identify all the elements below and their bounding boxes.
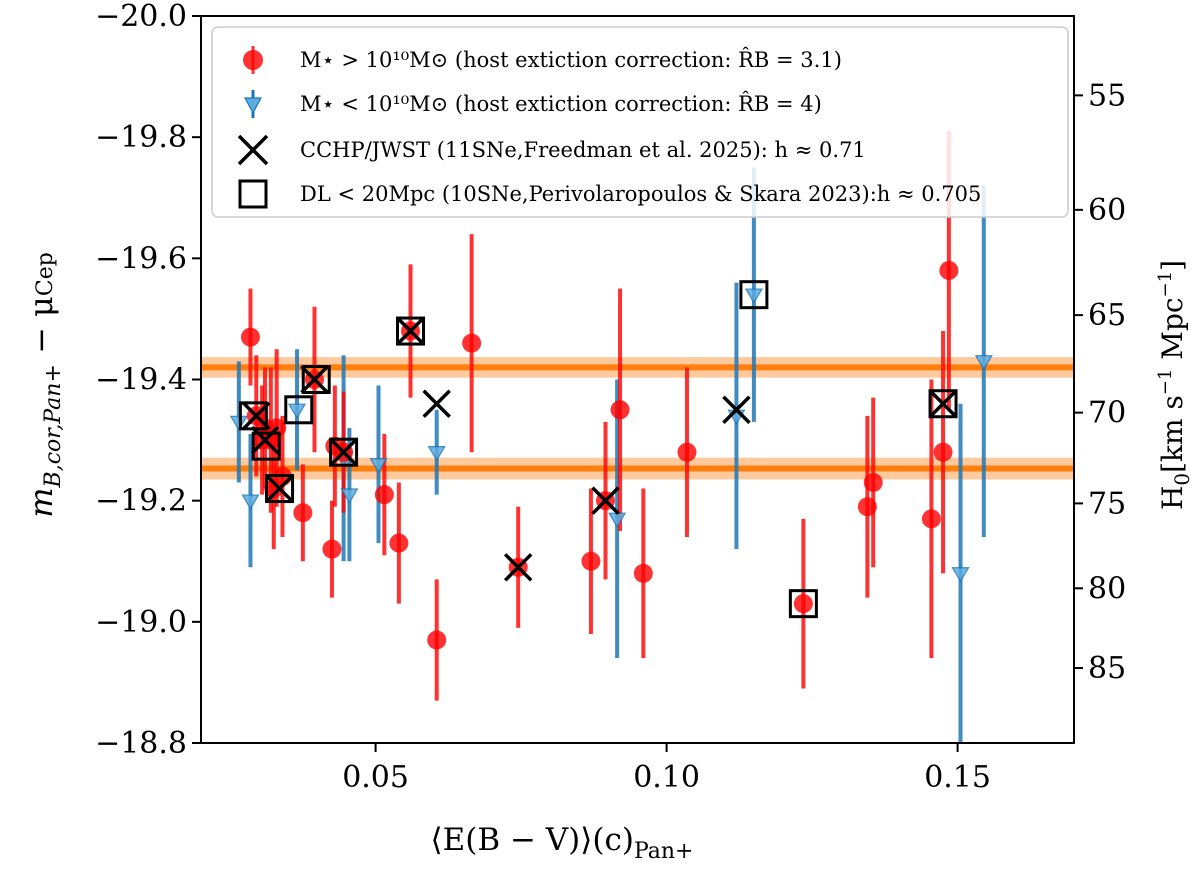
red-circle-point (610, 400, 630, 420)
red-circle-point (633, 563, 653, 583)
legend-red-circle (243, 50, 263, 70)
red-circle-point (677, 442, 697, 462)
y-axis-label: mB,cor,Pan+ − μCep (22, 252, 66, 518)
black-square-point (788, 589, 818, 619)
red-circle-point (389, 533, 409, 553)
reference-bands (201, 357, 1074, 480)
red-circle-point (863, 472, 883, 492)
red-circle-point (857, 497, 877, 517)
blue-triangle-point (427, 446, 446, 462)
red-circle-point (933, 442, 953, 462)
red-circle-point (921, 509, 941, 529)
red-circle-point (374, 485, 394, 505)
x-axis-label: ⟨E(B − V)⟩(c)Pan+ (431, 822, 694, 864)
y2-tick-label: 80 (1088, 571, 1126, 606)
legend-entry-label: CCHP/JWST (11SNe,Freedman et al. 2025): … (300, 138, 866, 162)
y-tick-label: −19.0 (95, 605, 187, 640)
red-circle-point (581, 551, 601, 571)
legend-entry-label: M⋆ > 10¹⁰M⊙ (host extiction correction: … (300, 48, 842, 72)
blue-triangle-point (241, 494, 260, 510)
black-square-point (251, 431, 281, 461)
y-tick-label: −19.8 (95, 120, 187, 155)
legend-blue-triangle (244, 97, 262, 115)
red-circle-point (293, 503, 313, 523)
axis-ticks: 0.05 0.10 0.15 −20.0 −19.8 −19.6 −19.4 −19.2 −19… (95, 0, 1126, 795)
black-square-point (301, 365, 331, 394)
black-x-point (928, 389, 958, 418)
y-tick-label: −19.6 (95, 241, 187, 276)
legend-entry-label: M⋆ < 10¹⁰M⊙ (host extiction correction: … (300, 92, 822, 116)
legend-black-x (237, 134, 269, 166)
black-x-point (422, 389, 451, 418)
red-circle-point (793, 594, 813, 614)
blue-triangle-point (951, 567, 970, 583)
y-tick-label: −20.0 (95, 0, 187, 34)
black-square-point (329, 437, 359, 467)
legend-box (211, 26, 1069, 218)
blue-triangle-point (744, 288, 763, 304)
y-tick-label: −19.4 (95, 363, 187, 398)
black-x-point (265, 474, 294, 503)
y2-tick-label: 60 (1088, 193, 1126, 228)
y-tick-label: −19.2 (95, 484, 187, 519)
red-circle-point (462, 333, 482, 353)
y-tick-label: −18.8 (95, 726, 187, 761)
blue-triangle-point (369, 458, 388, 474)
black-square-point (739, 280, 769, 310)
black-x-point (503, 553, 533, 582)
blue-triangle-point (340, 488, 359, 504)
y2-axis-label: H0[km s−1 Mpc−1] (1155, 260, 1194, 510)
black-x-point (250, 425, 280, 455)
red-circle-point (240, 327, 260, 347)
black-x-point (396, 316, 425, 346)
red-circle-point (322, 539, 342, 559)
legend-black-square (238, 179, 268, 209)
y2-tick-label: 75 (1088, 486, 1126, 521)
legend-entry-label: DL < 20Mpc (10SNe,Perivolaropoulos & Ska… (300, 182, 981, 206)
red-circle-point (427, 630, 447, 650)
black-x-point (300, 365, 329, 394)
blue-triangle-point (229, 415, 248, 432)
y2-tick-label: 70 (1088, 396, 1126, 431)
data-markers (229, 260, 993, 650)
black-square-point (284, 395, 314, 425)
y2-tick-label: 85 (1088, 651, 1126, 686)
x-tick-label: 0.15 (924, 760, 991, 795)
black-x-point (242, 401, 271, 431)
black-x-point (722, 395, 751, 425)
y2-tick-label: 55 (1088, 78, 1126, 113)
x-tick-label: 0.05 (342, 760, 409, 795)
black-square-point (396, 316, 426, 346)
y2-tick-label: 65 (1088, 298, 1126, 333)
black-x-point (329, 437, 358, 467)
blue-triangle-point (287, 403, 307, 419)
black-square-point (928, 389, 958, 419)
red-circle-point (939, 260, 959, 280)
x-tick-label: 0.10 (633, 760, 700, 795)
black-square-point (265, 474, 295, 504)
legend: M⋆ > 10¹⁰M⊙ (host extiction correction: … (211, 26, 1069, 218)
black-x-point (591, 486, 620, 515)
blue-triangle-point (974, 355, 993, 371)
red-circle-point (264, 479, 284, 499)
